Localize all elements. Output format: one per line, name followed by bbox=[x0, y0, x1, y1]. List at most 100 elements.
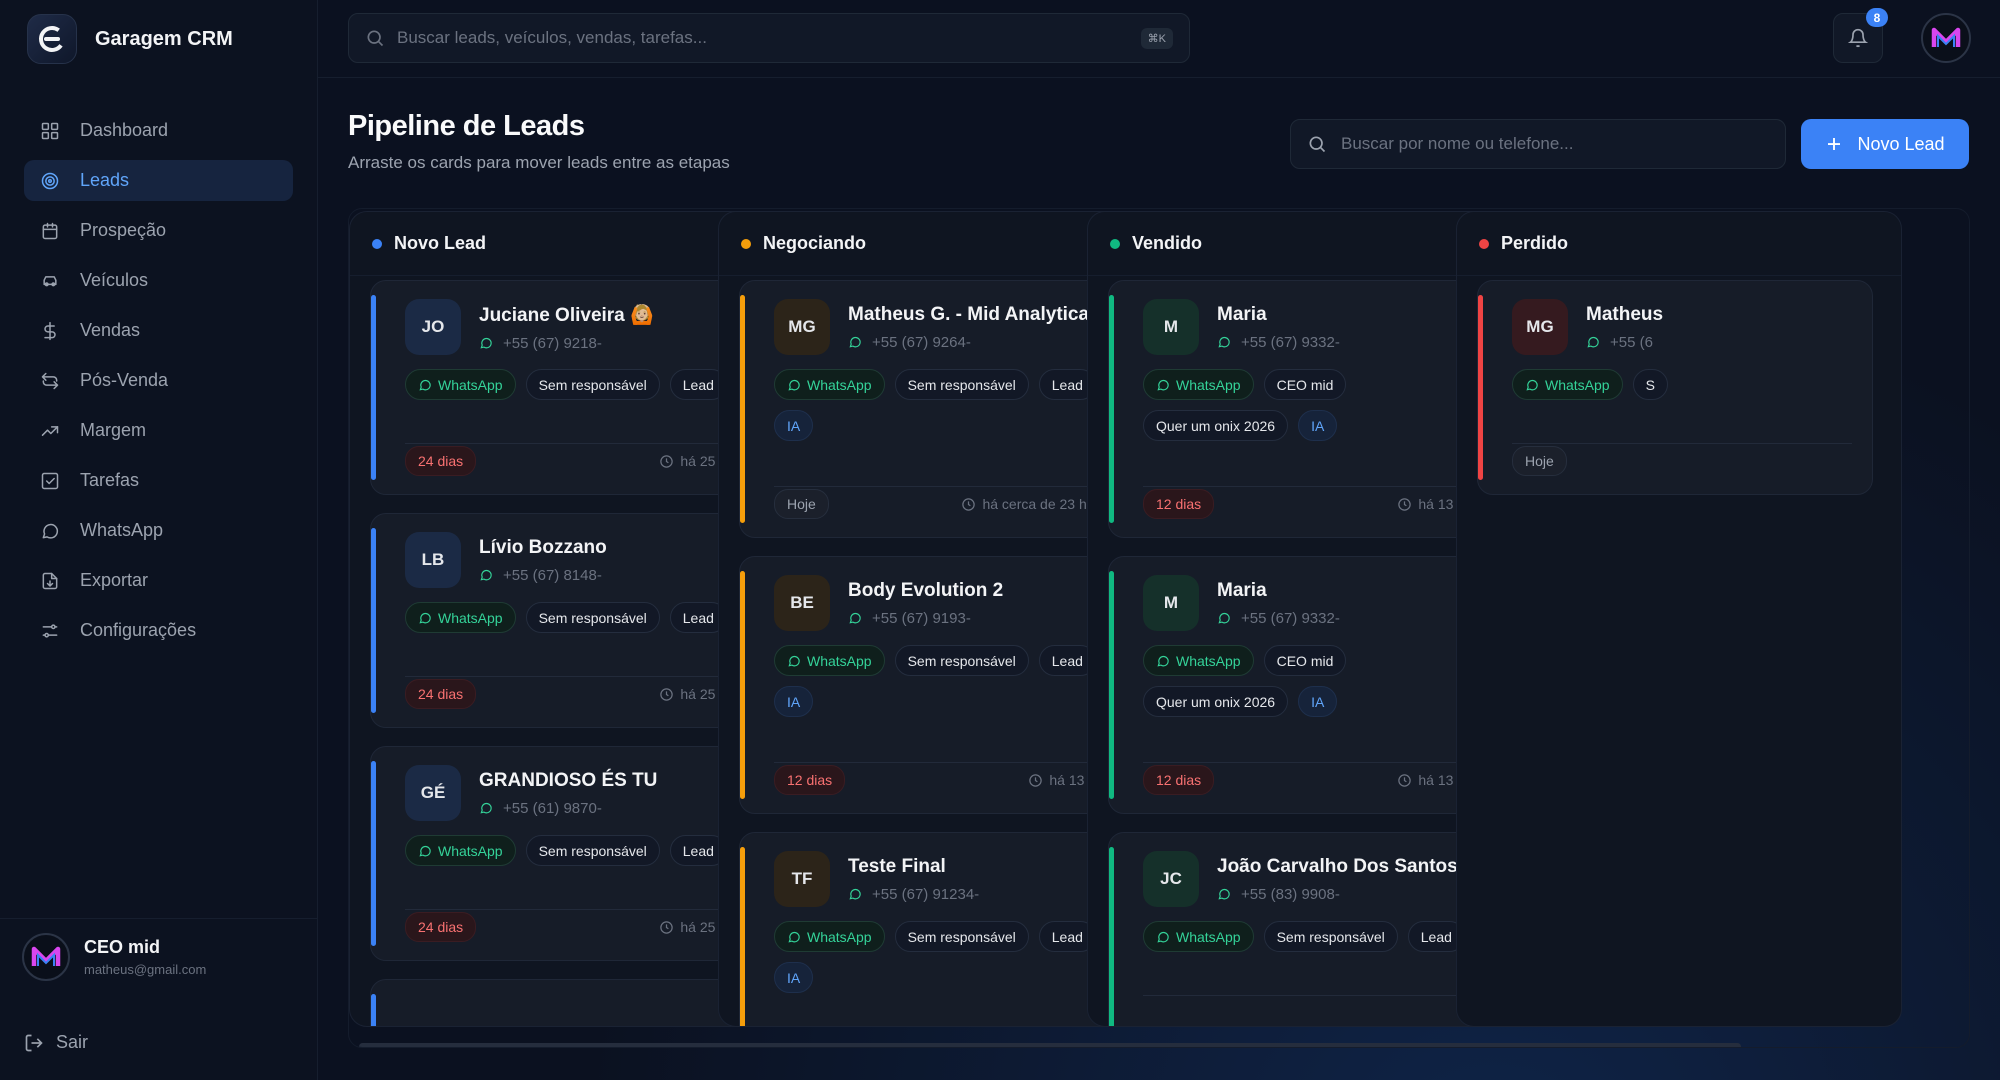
tag-list: WhatsApp CEO mid Quer um onix 2026 IA bbox=[1109, 631, 1503, 717]
sidebar-item-configuracoes[interactable]: Configurações bbox=[24, 610, 293, 651]
lead-name: João Carvalho Dos Santos bbox=[1217, 855, 1458, 877]
lead-card[interactable]: GÉ GRANDIOSO ÉS TU +55 (61) 9870- WhatsA… bbox=[370, 746, 766, 961]
lead-initials: MG bbox=[1512, 299, 1568, 355]
lead-card[interactable]: TF Teste Final +55 (67) 91234- WhatsApp S… bbox=[739, 832, 1135, 1026]
sidebar-item-vendas[interactable]: Vendas bbox=[24, 310, 293, 351]
tag-list: WhatsApp Sem responsável Lead IA bbox=[740, 631, 1134, 717]
sidebar-item-label: Configurações bbox=[80, 620, 197, 640]
sidebar: Garagem CRM Dashboard Leads Prospeção Veícu… bbox=[0, 0, 318, 1080]
lead-tag: Sem responsável bbox=[525, 835, 660, 866]
page-subtitle: Arraste os cards para mover leads entre … bbox=[348, 153, 730, 172]
status-dot bbox=[1110, 238, 1120, 249]
lead-card[interactable]: JC João Carvalho Dos Santos +55 (83) 990… bbox=[1108, 832, 1504, 1026]
brand-name: Garagem CRM bbox=[95, 27, 233, 50]
new-lead-button[interactable]: Novo Lead bbox=[1801, 119, 1969, 169]
card-footer: 12 dias há 13 dias bbox=[1143, 489, 1483, 519]
lead-card[interactable]: BE Body Evolution 2 +55 (67) 9193- Whats… bbox=[739, 556, 1135, 814]
user-profile[interactable]: CEO mid matheus@gmail.com bbox=[0, 918, 317, 994]
card-divider bbox=[405, 909, 745, 910]
channel-tag: WhatsApp bbox=[1143, 369, 1254, 400]
lead-initials: M bbox=[1143, 299, 1199, 355]
lead-card[interactable] bbox=[370, 979, 766, 1026]
ai-tag: IA bbox=[774, 410, 814, 441]
days-badge: 12 dias bbox=[774, 765, 846, 795]
lead-card[interactable]: MG Matheus +55 (6 WhatsApp S Hoje bbox=[1477, 280, 1873, 495]
sidebar-item-pos-venda[interactable]: Pós-Venda bbox=[24, 360, 293, 401]
lead-card[interactable]: M Maria +55 (67) 9332- WhatsApp CEO mid Qu… bbox=[1108, 280, 1504, 538]
card-divider bbox=[1143, 995, 1483, 996]
tag-list: WhatsApp CEO mid Quer um onix 2026 IA bbox=[1109, 355, 1503, 441]
channel-tag: WhatsApp bbox=[774, 921, 885, 952]
lead-name: Matheus G. - Mid Analytical bbox=[848, 303, 1095, 325]
logout-button[interactable]: Sair bbox=[24, 1032, 88, 1053]
board-search[interactable] bbox=[1290, 119, 1786, 169]
lead-tag: Lead bbox=[1038, 369, 1096, 400]
lead-card[interactable]: MG Matheus G. - Mid Analytical +55 (67) … bbox=[739, 280, 1135, 538]
sidebar-item-leads[interactable]: Leads bbox=[24, 160, 293, 201]
sidebar-item-dashboard[interactable]: Dashboard bbox=[24, 110, 293, 151]
whatsapp-icon bbox=[42, 523, 59, 539]
pipeline-column-novo-lead[interactable]: Novo Lead 800 JO Juciane Oliveira 🙆🏼 +55… bbox=[349, 211, 795, 1027]
phone-number: +55 (61) 9870- bbox=[503, 799, 602, 817]
lead-phone: +55 (67) 9193- bbox=[848, 610, 1003, 627]
days-badge: 24 dias bbox=[405, 446, 477, 476]
column-title: Novo Lead bbox=[394, 233, 487, 253]
topbar: ⌘K 8 bbox=[318, 0, 2000, 78]
card-footer: 12 dias há 13 dias bbox=[774, 765, 1114, 795]
tag-list: WhatsApp Sem responsável Lead IA bbox=[740, 355, 1134, 441]
sidebar-nav: Dashboard Leads Prospeção Veículos Vendas Pós… bbox=[0, 78, 317, 651]
lead-card[interactable]: JO Juciane Oliveira 🙆🏼 +55 (67) 9218- Wh… bbox=[370, 280, 766, 495]
whatsapp-icon bbox=[480, 337, 492, 349]
lead-tag: S bbox=[1632, 369, 1668, 400]
profile-avatar[interactable] bbox=[1921, 13, 1971, 63]
lead-name: Matheus bbox=[1586, 303, 1664, 325]
lead-phone: +55 (67) 9218- bbox=[479, 335, 654, 352]
whatsapp-icon bbox=[849, 612, 861, 624]
lead-card[interactable]: M Maria +55 (67) 9332- WhatsApp CEO mid Qu… bbox=[1108, 556, 1504, 814]
phone-number: +55 (83) 9908- bbox=[1241, 885, 1340, 903]
card-footer: 24 dias há 25 dias bbox=[405, 446, 745, 476]
global-search[interactable]: ⌘K bbox=[348, 13, 1190, 63]
whatsapp-icon bbox=[1218, 336, 1230, 348]
sidebar-item-label: Pós-Venda bbox=[80, 370, 169, 390]
channel-tag: WhatsApp bbox=[405, 369, 516, 400]
sidebar-item-tarefas[interactable]: Tarefas bbox=[24, 460, 293, 501]
ai-tag: IA bbox=[774, 962, 814, 993]
card-accent-bar bbox=[371, 528, 376, 713]
ai-tag: IA bbox=[774, 686, 814, 717]
sidebar-item-margem[interactable]: Margem bbox=[24, 410, 293, 451]
card-accent-bar bbox=[1478, 295, 1483, 480]
sidebar-item-label: Prospeção bbox=[80, 220, 167, 240]
phone-number: +55 (6 bbox=[1610, 333, 1653, 351]
whatsapp-icon bbox=[480, 569, 492, 581]
lead-phone: +55 (67) 9332- bbox=[1217, 334, 1340, 351]
pipeline-column-perdido[interactable]: Perdido MG Matheus +55 (6 WhatsApp S bbox=[1456, 211, 1902, 1027]
lead-card[interactable]: LB Lívio Bozzano +55 (67) 8148- WhatsApp… bbox=[370, 513, 766, 728]
lead-name: Teste Final bbox=[848, 855, 946, 877]
brand[interactable]: Garagem CRM bbox=[0, 0, 317, 78]
whatsapp-icon bbox=[480, 802, 492, 814]
sidebar-item-prospecao[interactable]: Prospeção bbox=[24, 210, 293, 251]
column-title: Vendido bbox=[1132, 233, 1203, 253]
clock-icon bbox=[962, 497, 976, 511]
clock-icon bbox=[1398, 497, 1412, 511]
clock-icon bbox=[660, 920, 674, 934]
horizontal-scrollbar[interactable] bbox=[359, 1043, 1741, 1047]
file-download-icon bbox=[42, 572, 58, 589]
phone-number: +55 (67) 8148- bbox=[503, 566, 602, 584]
lead-tag: Sem responsável bbox=[525, 369, 660, 400]
card-divider bbox=[405, 676, 745, 677]
board-search-input[interactable] bbox=[1341, 134, 1769, 154]
sidebar-item-label: Leads bbox=[80, 170, 130, 190]
sidebar-item-veiculos[interactable]: Veículos bbox=[24, 260, 293, 301]
card-accent-bar bbox=[1109, 295, 1114, 523]
card-divider bbox=[405, 443, 745, 444]
sidebar-item-whatsapp[interactable]: WhatsApp bbox=[24, 510, 293, 551]
sidebar-item-exportar[interactable]: Exportar bbox=[24, 560, 293, 601]
tag-list: WhatsApp Sem responsável Lead bbox=[371, 588, 765, 633]
whatsapp-icon bbox=[849, 888, 861, 900]
card-footer: 12 dias há 13 dias bbox=[1143, 765, 1483, 795]
channel-tag: WhatsApp bbox=[774, 369, 885, 400]
global-search-input[interactable] bbox=[397, 28, 1129, 48]
notifications-button[interactable]: 8 bbox=[1833, 8, 1888, 63]
